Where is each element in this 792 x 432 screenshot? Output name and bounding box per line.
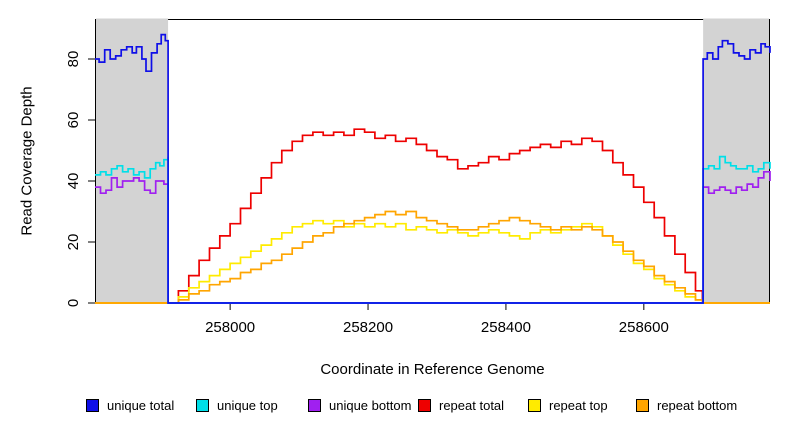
series-line-repeat-bottom	[95, 210, 770, 304]
y-tick-label: 20	[65, 234, 82, 251]
series-line-repeat-total	[95, 128, 770, 304]
y-tick-label: 0	[65, 299, 82, 307]
x-tick-label: 258400	[481, 319, 531, 336]
y-tick-label: 60	[65, 112, 82, 129]
series-line-unique-total	[95, 33, 771, 304]
x-axis-title: Coordinate in Reference Genome	[320, 361, 545, 378]
series-line-repeat-top	[95, 219, 770, 304]
shaded-region	[703, 18, 769, 303]
plot-frame	[95, 19, 770, 303]
y-tick-label: 80	[65, 51, 82, 68]
shaded-region	[96, 18, 169, 303]
x-tick-label: 258000	[205, 319, 255, 336]
x-tick-label: 258600	[619, 319, 669, 336]
y-tick-label: 40	[65, 173, 82, 190]
x-tick-label: 258200	[343, 319, 393, 336]
y-axis-title: Read Coverage Depth	[18, 86, 36, 236]
series-line-unique-bottom	[95, 170, 771, 304]
